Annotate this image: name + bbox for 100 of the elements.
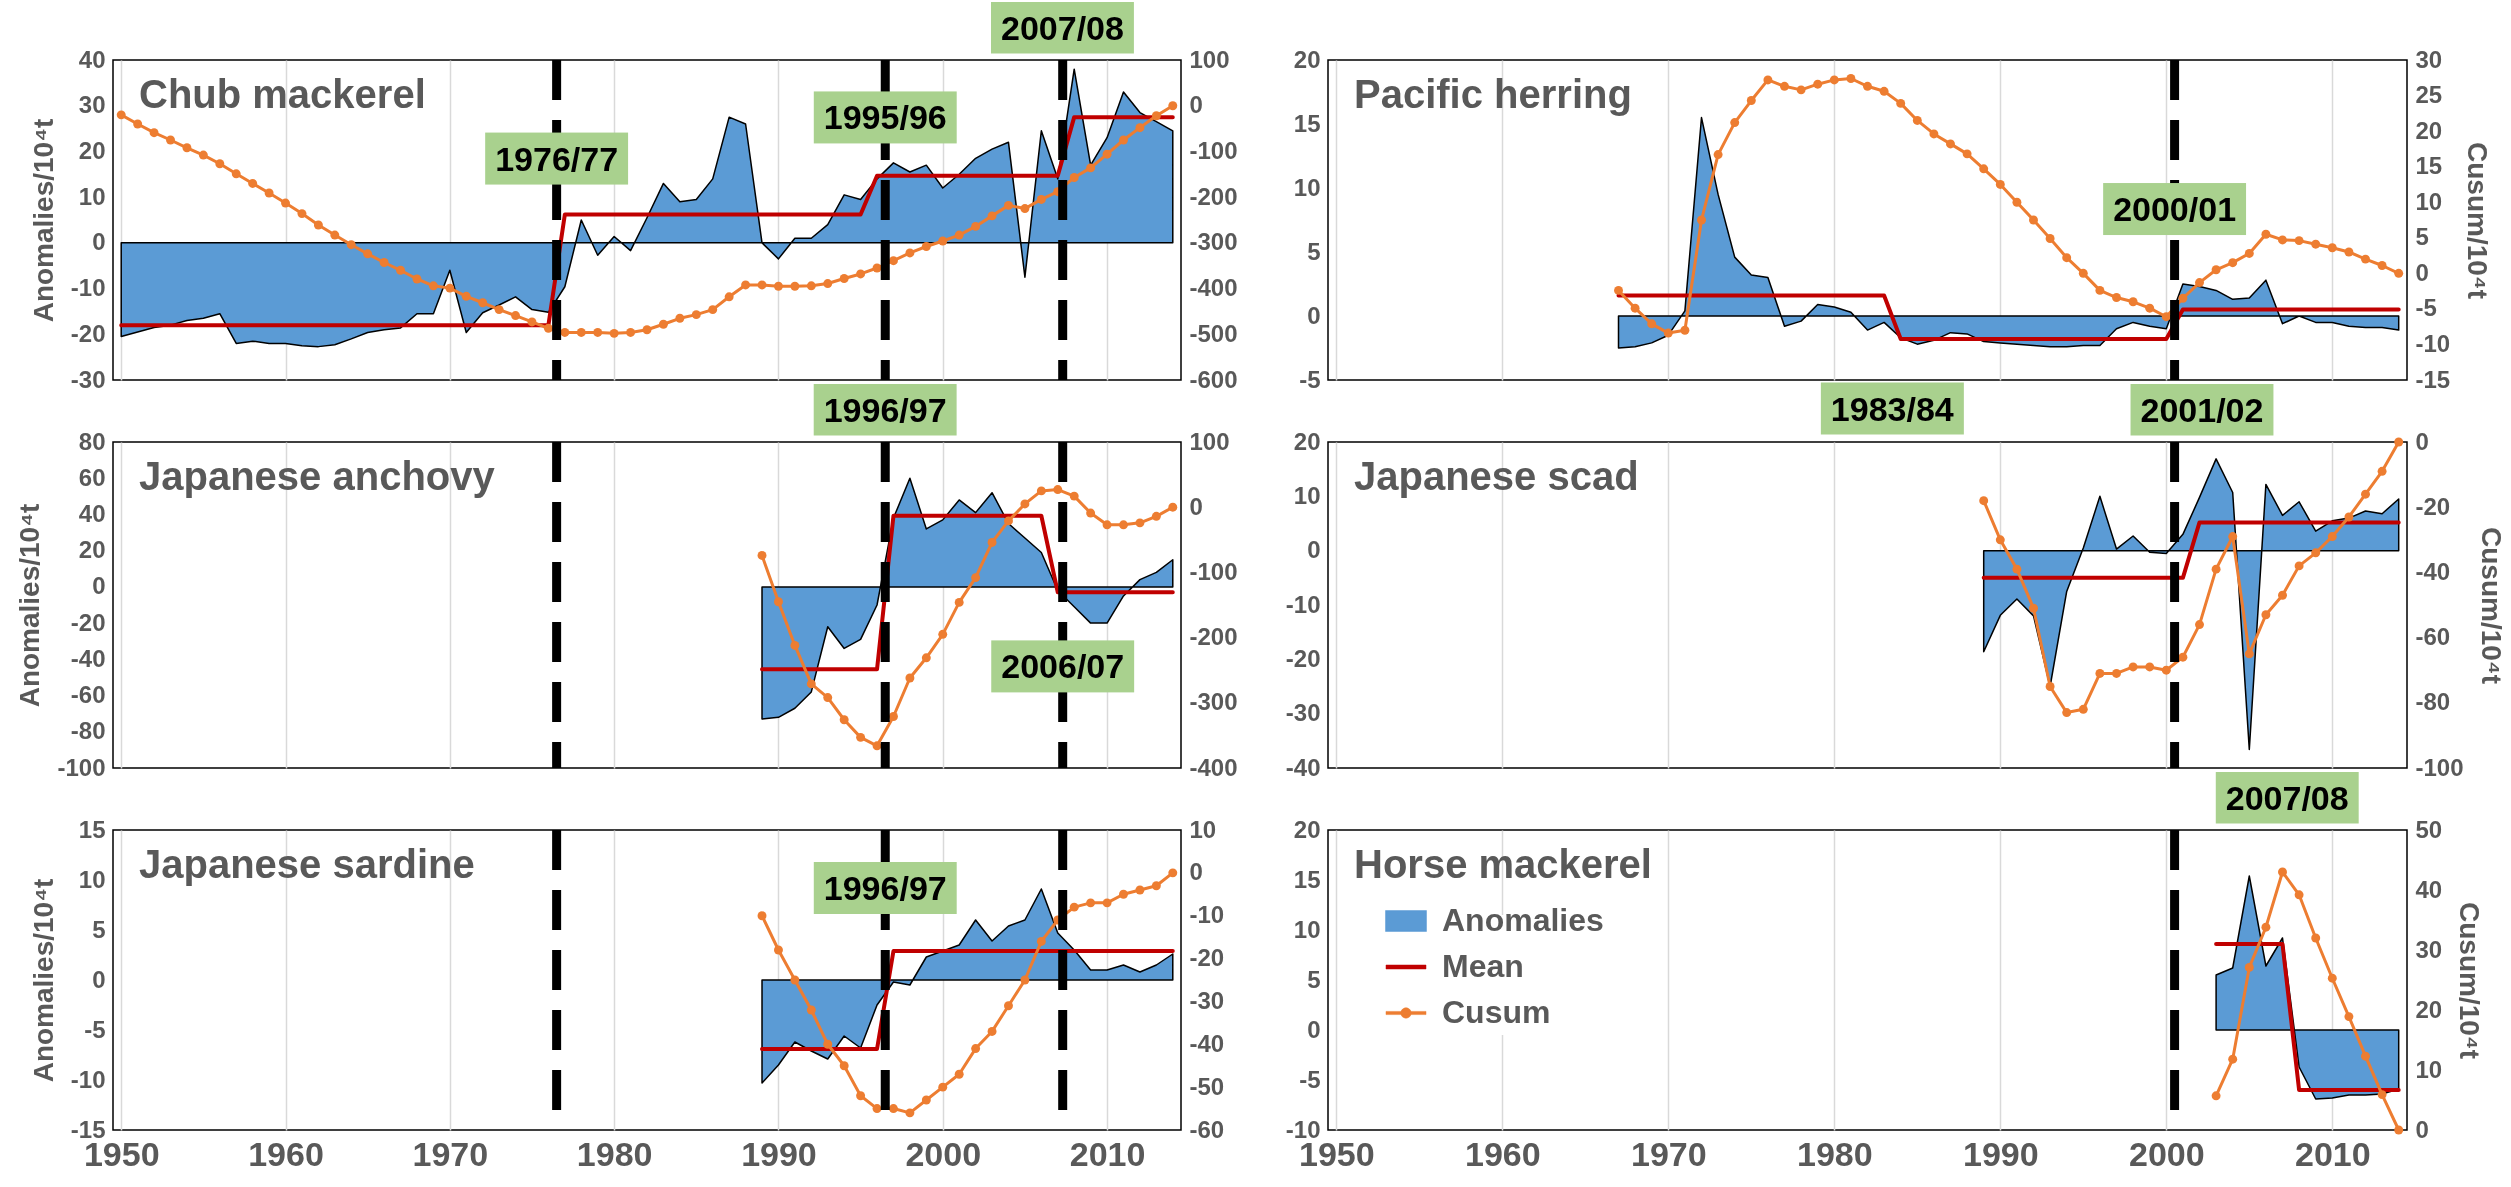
chart-title: Pacific herring bbox=[1354, 72, 1632, 116]
y2-tick-label: -20 bbox=[2415, 492, 2451, 520]
point bbox=[1020, 499, 1030, 509]
point bbox=[2361, 254, 2370, 264]
point bbox=[1829, 75, 1839, 85]
point bbox=[1069, 491, 1079, 501]
point bbox=[938, 629, 948, 639]
point bbox=[773, 945, 783, 955]
y2-tick-label: 30 bbox=[2415, 45, 2443, 73]
y-tick-label: 30 bbox=[78, 91, 106, 119]
point bbox=[856, 1091, 866, 1101]
y-tick-label: 10 bbox=[78, 865, 106, 893]
point bbox=[1069, 902, 1079, 912]
point bbox=[921, 1095, 931, 1105]
point bbox=[954, 597, 964, 607]
y-tick-label: -5 bbox=[84, 1015, 106, 1043]
point bbox=[905, 1108, 915, 1118]
point bbox=[2244, 649, 2254, 659]
y-tick-label: -60 bbox=[70, 681, 106, 709]
y2-tick-label: 0 bbox=[2415, 427, 2429, 455]
y2-tick-label: -20 bbox=[1189, 944, 1225, 972]
y-tick-label: -20 bbox=[1285, 644, 1321, 672]
point bbox=[2195, 278, 2204, 288]
y-tick-label: 60 bbox=[78, 463, 106, 491]
chart-title: Japanese sardine bbox=[139, 842, 475, 886]
x-tick-label: 1990 bbox=[1962, 1134, 2039, 1173]
y2-tick-label: 0 bbox=[1189, 492, 1203, 520]
y-tick-label: -40 bbox=[70, 644, 106, 672]
y-tick-label: 0 bbox=[1307, 1015, 1321, 1043]
y2-tick-label: -300 bbox=[1189, 688, 1238, 716]
point bbox=[2078, 268, 2088, 278]
point bbox=[1896, 98, 1906, 108]
point bbox=[2178, 652, 2188, 662]
point bbox=[2128, 662, 2138, 672]
text: 1983/84 bbox=[1830, 389, 1954, 428]
point bbox=[806, 1005, 816, 1015]
text: 2007/08 bbox=[1001, 8, 1124, 47]
point bbox=[1929, 129, 1939, 139]
y-tick-label: 20 bbox=[78, 136, 106, 164]
annotation: 2000/01 bbox=[2113, 190, 2237, 229]
y-tick-label: 80 bbox=[78, 427, 106, 455]
y2-tick-label: -10 bbox=[1189, 901, 1225, 929]
y2-axis-title: Cusum/10⁴t bbox=[2454, 902, 2486, 1059]
y-tick-label: 10 bbox=[1293, 915, 1321, 943]
y-tick-label: 15 bbox=[1293, 109, 1321, 137]
point bbox=[2394, 437, 2404, 447]
point bbox=[2045, 682, 2055, 691]
point bbox=[2145, 303, 2155, 313]
point bbox=[2361, 1051, 2370, 1061]
y2-tick-label: 50 bbox=[2415, 815, 2443, 843]
x-tick-label: 1960 bbox=[1464, 1134, 1541, 1173]
point bbox=[1020, 975, 1030, 985]
point bbox=[790, 975, 800, 985]
y-tick-label: 0 bbox=[1307, 536, 1321, 564]
point bbox=[790, 640, 800, 650]
point bbox=[2112, 669, 2121, 678]
y2-tick-label: -40 bbox=[2415, 557, 2451, 585]
y2-tick-label: -40 bbox=[1189, 1029, 1225, 1057]
point bbox=[839, 1061, 849, 1071]
y-tick-label: 0 bbox=[92, 228, 106, 256]
point bbox=[2228, 1054, 2238, 1064]
point bbox=[806, 679, 816, 689]
legend-label: Cusum bbox=[1442, 994, 1551, 1030]
point bbox=[2311, 548, 2321, 558]
point bbox=[2029, 215, 2038, 225]
point bbox=[1946, 139, 1955, 149]
y-tick-label: 20 bbox=[1293, 45, 1321, 73]
point bbox=[823, 1039, 833, 1049]
y-tick-label: 10 bbox=[1293, 481, 1321, 509]
text: 2007/08 bbox=[2225, 778, 2349, 817]
point bbox=[2161, 312, 2171, 322]
point bbox=[1647, 319, 1657, 329]
point bbox=[1119, 889, 1128, 899]
y-tick-label: 20 bbox=[78, 536, 106, 564]
point bbox=[2178, 293, 2188, 303]
point bbox=[773, 597, 783, 607]
y-tick-label: -30 bbox=[70, 365, 106, 393]
x-tick-label: 2010 bbox=[1069, 1134, 1146, 1173]
x-tick-label: 1960 bbox=[248, 1134, 324, 1173]
point bbox=[1151, 511, 1161, 521]
y-tick-label: 5 bbox=[92, 915, 106, 943]
y2-tick-label: 20 bbox=[2415, 995, 2443, 1023]
point bbox=[2278, 590, 2287, 600]
chart-title: Japanese scad bbox=[1354, 454, 1639, 498]
y-tick-label: 15 bbox=[1293, 865, 1321, 893]
point bbox=[987, 1026, 997, 1036]
point bbox=[2228, 532, 2238, 541]
point bbox=[2344, 1012, 2354, 1022]
point bbox=[971, 1044, 981, 1054]
point bbox=[1004, 1001, 1013, 1011]
y-tick-label: -10 bbox=[70, 274, 106, 302]
point bbox=[1135, 518, 1145, 528]
point bbox=[971, 573, 981, 583]
point bbox=[938, 1082, 948, 1092]
point bbox=[2012, 564, 2022, 574]
y2-tick-label: 25 bbox=[2415, 81, 2443, 109]
point bbox=[2311, 239, 2321, 249]
point bbox=[1979, 496, 1989, 506]
y2-tick-label: -200 bbox=[1189, 182, 1238, 210]
text: 1996/97 bbox=[823, 390, 947, 429]
